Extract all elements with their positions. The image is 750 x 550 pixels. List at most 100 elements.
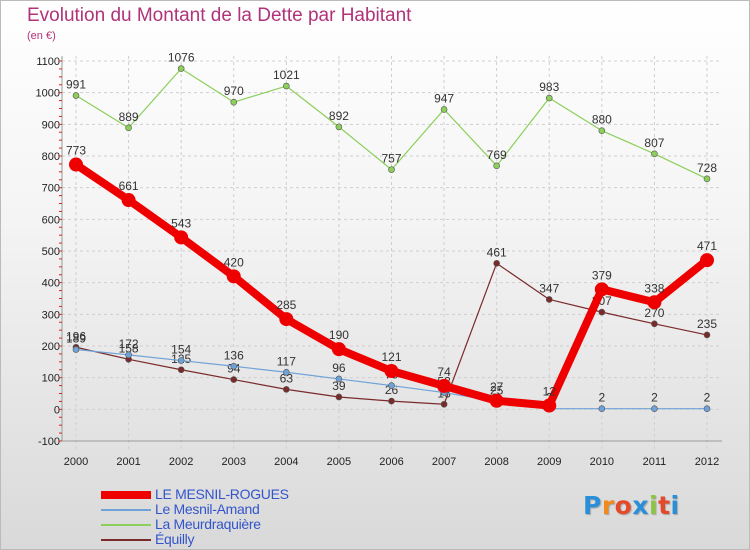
legend-label: LE MESNIL-ROGUES — [155, 486, 289, 502]
data-label-le-mesnil-rogues: 190 — [329, 328, 349, 342]
data-label-la-meurdraquiere: 880 — [592, 113, 612, 127]
legend-label: La Meurdraquière — [155, 516, 261, 532]
data-label-equilly: 39 — [332, 379, 346, 393]
y-tick-label: 0 — [54, 404, 60, 416]
data-label-le-mesnil-rogues: 661 — [119, 179, 139, 193]
y-tick-label: 500 — [42, 246, 60, 258]
data-label-le-mesnil-rogues: 773 — [66, 144, 86, 158]
data-point-equilly — [283, 386, 290, 393]
data-label-equilly: 235 — [697, 317, 717, 331]
x-tick-label: 2006 — [379, 456, 403, 468]
x-tick-label: 2010 — [590, 456, 614, 468]
x-tick-label: 2005 — [327, 456, 351, 468]
data-label-le-mesnil-amand: 2 — [704, 391, 711, 405]
data-label-le-mesnil-rogues: 471 — [697, 239, 717, 253]
data-point-la-meurdraquiere — [230, 98, 238, 106]
x-tick-label: 2012 — [695, 456, 719, 468]
data-label-le-mesnil-amand: 136 — [224, 348, 244, 362]
data-point-equilly — [335, 393, 343, 401]
chart-subtitle: (en €) — [27, 30, 56, 42]
data-point-le-mesnil-amand — [283, 368, 290, 376]
logo-letter: r — [601, 491, 615, 520]
legend-item[interactable]: Le Mesnil-Amand — [101, 501, 361, 517]
logo-letter: x — [632, 491, 649, 520]
data-label-le-mesnil-rogues: 74 — [437, 365, 451, 379]
data-point-le-mesnil-rogues — [489, 393, 504, 408]
x-tick-label: 2003 — [222, 456, 246, 468]
y-tick-label: 1000 — [36, 88, 60, 100]
data-point-equilly — [651, 320, 658, 328]
data-point-le-mesnil-rogues — [331, 342, 346, 357]
proxiti-logo: Proxiti — [583, 491, 680, 520]
data-label-le-mesnil-rogues: 285 — [276, 298, 296, 312]
data-label-la-meurdraquiere: 757 — [381, 152, 401, 166]
data-point-le-mesnil-rogues — [384, 364, 399, 379]
data-label-equilly: 270 — [644, 306, 664, 320]
data-label-la-meurdraquiere: 728 — [697, 161, 717, 175]
data-point-le-mesnil-rogues — [594, 282, 609, 297]
data-point-la-meurdraquiere — [177, 65, 185, 72]
data-point-equilly — [440, 400, 448, 408]
logo-letter: i — [670, 491, 680, 520]
data-label-equilly: 63 — [280, 371, 294, 385]
x-tick-label: 2000 — [64, 456, 88, 468]
data-point-le-mesnil-amand — [651, 405, 658, 413]
data-point-la-meurdraquiere — [388, 166, 395, 173]
data-label-le-mesnil-amand: 172 — [119, 337, 139, 351]
data-label-le-mesnil-rogues: 338 — [644, 281, 664, 295]
data-point-la-meurdraquiere — [335, 123, 343, 131]
data-point-equilly — [388, 397, 395, 405]
data-point-la-meurdraquiere — [493, 162, 500, 170]
data-point-le-mesnil-amand — [177, 357, 185, 364]
data-point-equilly — [493, 260, 500, 267]
x-tick-label: 2007 — [432, 456, 456, 468]
data-label-la-meurdraquiere: 970 — [224, 84, 244, 98]
y-tick-label: 200 — [42, 341, 60, 353]
data-label-la-meurdraquiere: 947 — [434, 91, 454, 105]
data-label-le-mesnil-amand: 96 — [332, 361, 346, 375]
x-tick-label: 2008 — [484, 456, 508, 468]
data-label-le-mesnil-amand: 25 — [490, 383, 504, 397]
data-label-la-meurdraquiere: 1076 — [168, 51, 195, 65]
data-point-le-mesnil-amand — [598, 405, 606, 413]
data-label-equilly: 461 — [487, 245, 507, 259]
data-point-le-mesnil-amand — [72, 346, 80, 353]
data-point-la-meurdraquiere — [545, 94, 553, 102]
legend-swatch-mesnil-amand — [101, 508, 151, 511]
x-tick-label: 2004 — [274, 456, 298, 468]
data-label-la-meurdraquiere: 991 — [66, 78, 86, 92]
data-point-equilly — [230, 376, 238, 383]
x-tick-label: 2001 — [116, 456, 140, 468]
data-point-la-meurdraquiere — [651, 150, 658, 158]
data-point-le-mesnil-rogues — [121, 193, 136, 208]
data-label-le-mesnil-rogues: 27 — [490, 380, 504, 394]
data-point-equilly — [703, 331, 711, 339]
logo-letter: t — [658, 491, 671, 520]
y-tick-label: 400 — [42, 278, 60, 290]
legend-item[interactable]: La Meurdraquière — [101, 516, 361, 532]
data-point-le-mesnil-amand — [230, 362, 238, 370]
y-tick-label: 300 — [42, 309, 60, 321]
y-tick-label: 900 — [42, 119, 60, 131]
data-point-equilly — [545, 296, 553, 303]
data-label-le-mesnil-amand: 117 — [277, 354, 296, 368]
data-point-la-meurdraquiere — [598, 127, 606, 134]
legend-swatch-meurdraquiere — [101, 523, 151, 526]
data-label-la-meurdraquiere: 892 — [329, 109, 349, 123]
data-label-la-meurdraquiere: 889 — [119, 110, 139, 124]
x-tick-label: 2002 — [169, 456, 193, 468]
data-point-la-meurdraquiere — [703, 175, 711, 183]
data-label-le-mesnil-amand: 2 — [598, 391, 605, 405]
chart-title: Evolution du Montant de la Dette par Hab… — [27, 5, 412, 26]
data-point-le-mesnil-rogues — [69, 157, 83, 172]
x-tick-label: 2011 — [643, 456, 667, 468]
data-point-la-meurdraquiere — [440, 106, 448, 113]
legend-item[interactable]: Équilly — [101, 531, 361, 547]
data-label-le-mesnil-rogues: 121 — [381, 350, 401, 364]
legend-item[interactable]: LE MESNIL-ROGUES — [101, 486, 361, 502]
data-label-la-meurdraquiere: 1021 — [273, 68, 300, 82]
data-point-la-meurdraquiere — [283, 82, 290, 90]
logo-letter: i — [649, 491, 659, 520]
logo-letter: o — [614, 491, 633, 520]
data-label-le-mesnil-amand: 154 — [171, 343, 191, 357]
